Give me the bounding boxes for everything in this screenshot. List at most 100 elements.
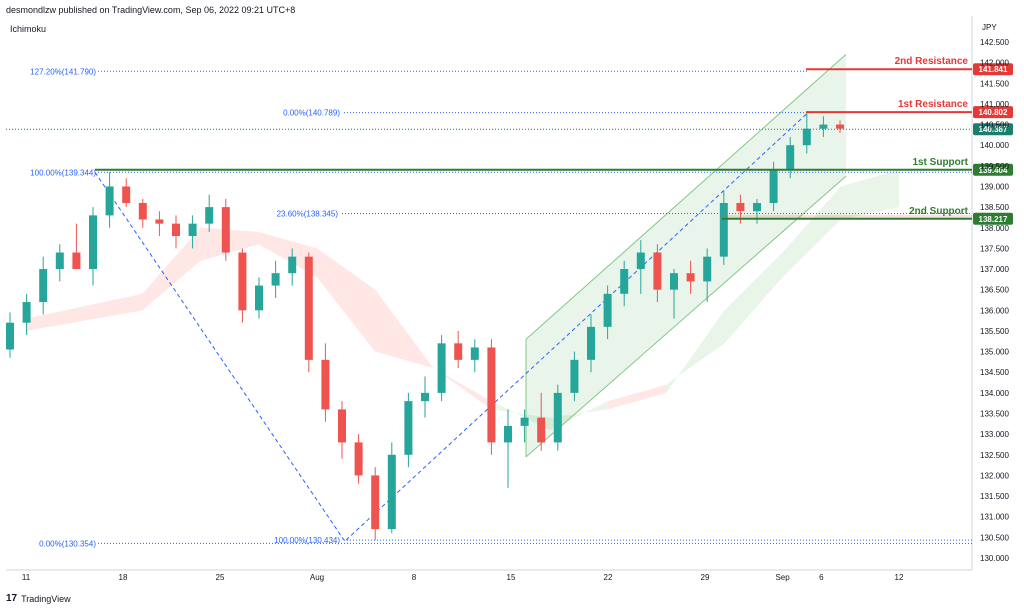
y-tick-label: 140.500	[980, 121, 1009, 130]
candle-body	[587, 326, 595, 360]
candle-body	[39, 269, 48, 303]
fib-level-label: 100.00%(139.344)	[30, 168, 96, 177]
x-tick-label: 8	[412, 573, 417, 582]
y-tick-label: 137.000	[980, 265, 1009, 274]
level-label: 2nd Resistance	[895, 56, 969, 67]
y-tick-label: 130.000	[980, 554, 1009, 563]
y-tick-label: 130.500	[980, 533, 1009, 542]
candle-body	[371, 475, 380, 530]
candle-body	[89, 215, 97, 270]
y-tick-label: 137.500	[980, 244, 1009, 253]
candle-body	[620, 269, 629, 294]
y-tick-label: 138.000	[980, 224, 1009, 233]
x-tick-label: 15	[507, 573, 516, 582]
ichimoku-cloud-segment	[317, 248, 376, 352]
candle-body	[520, 417, 529, 426]
tradingview-footer[interactable]: 17 TradingView	[6, 593, 71, 604]
level-price-tag-text: 138.217	[979, 215, 1008, 224]
candle-body	[304, 256, 313, 360]
x-tick-label: 11	[22, 573, 31, 582]
x-tick-label: 22	[604, 573, 613, 582]
currency-label: JPY	[982, 23, 997, 32]
current-price-tag	[973, 123, 1013, 136]
level-label: 1st Resistance	[898, 99, 968, 110]
y-tick-label: 141.000	[980, 100, 1009, 109]
ichimoku-cloud-segment	[782, 186, 841, 278]
level-price-tag-text: 140.802	[979, 108, 1008, 117]
level-price-tag	[973, 212, 1013, 225]
candle-body	[653, 252, 662, 290]
rising-channel-fill	[526, 54, 846, 457]
candle-body	[354, 442, 363, 476]
y-tick-label: 134.000	[980, 389, 1009, 398]
level-price-tag-text: 141.841	[979, 65, 1008, 74]
y-tick-label: 141.500	[980, 79, 1009, 88]
support-zone-band	[722, 214, 972, 219]
candle-body	[421, 392, 429, 402]
candle-body	[6, 322, 14, 350]
x-tick-label: Aug	[310, 573, 324, 582]
candle-body	[288, 256, 297, 274]
candle-body	[338, 409, 346, 443]
ichimoku-cloud-segment	[375, 289, 434, 369]
ichimoku-cloud-segment	[840, 169, 899, 220]
level-label: 2nd Support	[909, 206, 969, 217]
x-tick-label: Sep	[775, 573, 790, 582]
candle-body	[802, 128, 811, 146]
y-tick-label: 136.500	[980, 286, 1009, 295]
candle-body	[786, 145, 795, 170]
candle-body	[703, 256, 712, 282]
level-price-tag	[973, 163, 1013, 176]
x-tick-label: 29	[701, 573, 710, 582]
candle-body	[769, 169, 778, 203]
ichimoku-cloud-segment	[433, 368, 492, 410]
channel-upper-line	[525, 54, 847, 340]
candle-body	[138, 202, 147, 220]
fib-level-label: 0.00%(130.354)	[39, 539, 96, 548]
tradingview-logo-icon: 17	[6, 593, 18, 604]
ichimoku-cloud-segment	[258, 231, 317, 278]
y-tick-label: 133.500	[980, 410, 1009, 419]
ichimoku-cloud-segment	[724, 252, 783, 344]
candle-body	[155, 219, 164, 224]
candle-body	[188, 223, 197, 237]
y-tick-label: 133.000	[980, 430, 1009, 439]
candle-body	[819, 124, 828, 129]
candle-body	[686, 273, 695, 282]
x-tick-label: 18	[119, 573, 128, 582]
candle-body	[172, 223, 180, 237]
candle-body	[670, 273, 678, 290]
candle-body	[404, 401, 413, 455]
x-tick-label: 25	[216, 573, 225, 582]
candle-body	[719, 202, 728, 257]
candle-body	[321, 359, 330, 410]
y-tick-label: 135.500	[980, 327, 1009, 336]
candle-body	[72, 252, 81, 270]
y-tick-label: 134.500	[980, 368, 1009, 377]
candle-body	[255, 285, 263, 311]
tradingview-wordmark: TradingView	[21, 593, 71, 604]
y-tick-label: 139.500	[980, 162, 1009, 171]
fib-level-label: 127.20%(141.790)	[30, 67, 96, 76]
y-tick-label: 142.500	[980, 38, 1009, 47]
candle-body	[537, 417, 546, 443]
candle-body	[736, 202, 745, 212]
level-price-tag-text: 139.404	[979, 166, 1008, 175]
channel-lower-line	[525, 175, 847, 458]
candle-body	[753, 202, 761, 212]
candle-body	[603, 293, 612, 327]
indicator-label[interactable]: Ichimoku	[10, 24, 47, 34]
candle-body	[553, 392, 562, 443]
ichimoku-cloud-segment	[26, 293, 143, 331]
y-tick-label: 132.500	[980, 451, 1009, 460]
x-tick-label: 6	[819, 573, 824, 582]
ichimoku-cloud-segment	[142, 227, 201, 311]
level-price-tag	[973, 106, 1013, 119]
ichimoku-cloud-segment	[491, 401, 550, 431]
candle-body	[470, 347, 479, 360]
y-tick-label: 139.000	[980, 182, 1009, 191]
candle-body	[221, 207, 230, 253]
candle-body	[487, 347, 496, 443]
candle-body	[454, 343, 463, 360]
